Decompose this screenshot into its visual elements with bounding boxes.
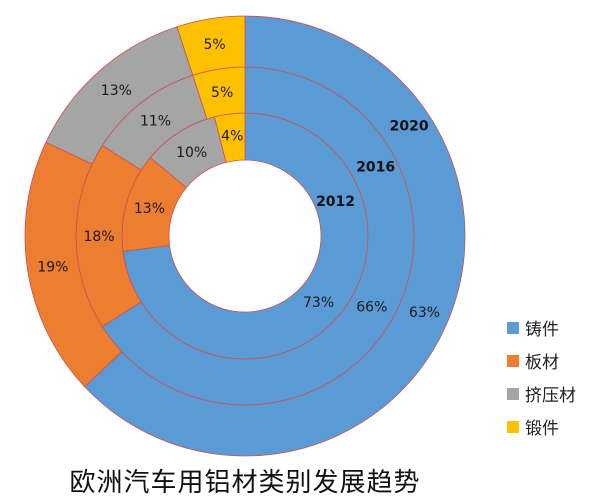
data-label: 10%	[176, 145, 207, 161]
data-label: 63%	[409, 305, 440, 321]
donut-slice-2020-0	[84, 15, 466, 457]
legend-swatch	[507, 354, 519, 367]
legend: 铸件 板材 挤压材 锻件	[507, 311, 576, 443]
data-label: 19%	[37, 259, 68, 275]
chart-title: 欧洲汽车用铝材类别发展趋势	[69, 468, 421, 498]
data-label: 11%	[140, 114, 171, 130]
legend-swatch	[507, 420, 519, 433]
data-label: 5%	[211, 85, 233, 101]
legend-label: 铸件	[525, 320, 559, 340]
ring-year-label: 2016	[356, 160, 395, 176]
legend-item: 锻件	[507, 410, 576, 443]
data-label: 13%	[134, 201, 165, 217]
ring-year-label: 2012	[316, 194, 355, 210]
legend-swatch	[507, 321, 519, 334]
legend-swatch	[507, 387, 519, 400]
data-label: 5%	[203, 37, 225, 53]
legend-label: 锻件	[525, 419, 559, 439]
data-label: 73%	[303, 295, 334, 311]
legend-label: 板材	[525, 353, 559, 373]
data-label: 4%	[221, 128, 243, 144]
data-label: 66%	[356, 299, 387, 315]
legend-item: 铸件	[507, 311, 576, 344]
donut-slice-2020-3	[176, 15, 246, 76]
data-label: 13%	[101, 83, 132, 99]
data-label: 18%	[83, 229, 114, 245]
legend-item: 挤压材	[507, 377, 576, 410]
legend-label: 挤压材	[525, 386, 576, 406]
ring-year-label: 2020	[390, 118, 429, 134]
legend-item: 板材	[507, 344, 576, 377]
